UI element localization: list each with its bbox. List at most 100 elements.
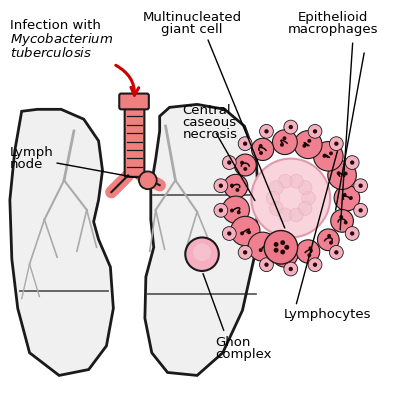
Circle shape	[327, 234, 331, 238]
Circle shape	[288, 267, 293, 271]
Circle shape	[322, 154, 326, 158]
Circle shape	[298, 202, 312, 215]
Circle shape	[289, 174, 303, 188]
Circle shape	[248, 232, 277, 261]
Circle shape	[294, 131, 322, 158]
Circle shape	[329, 137, 343, 150]
Circle shape	[237, 210, 241, 214]
Text: Multinucleated: Multinucleated	[143, 11, 242, 24]
Circle shape	[270, 181, 283, 194]
Circle shape	[252, 138, 274, 160]
Circle shape	[222, 196, 250, 223]
Circle shape	[238, 246, 252, 259]
Circle shape	[345, 227, 359, 240]
Circle shape	[343, 193, 347, 197]
Circle shape	[240, 231, 244, 235]
Circle shape	[264, 129, 269, 134]
Circle shape	[358, 208, 363, 212]
Circle shape	[227, 231, 231, 236]
Circle shape	[289, 208, 303, 222]
Circle shape	[251, 159, 330, 238]
Circle shape	[318, 229, 339, 251]
Circle shape	[296, 240, 320, 263]
Polygon shape	[10, 109, 113, 376]
Circle shape	[350, 231, 354, 236]
Circle shape	[307, 139, 311, 143]
Circle shape	[224, 174, 248, 198]
Text: Central: Central	[182, 104, 231, 117]
Circle shape	[278, 174, 292, 188]
Circle shape	[313, 129, 317, 134]
Circle shape	[354, 179, 367, 193]
Text: Infection with: Infection with	[10, 19, 101, 32]
Circle shape	[307, 253, 311, 257]
Circle shape	[284, 120, 298, 134]
Circle shape	[259, 258, 274, 272]
Circle shape	[234, 154, 256, 176]
Circle shape	[358, 184, 363, 188]
Circle shape	[227, 160, 231, 165]
Circle shape	[337, 171, 341, 175]
Text: giant cell: giant cell	[162, 22, 223, 36]
Circle shape	[238, 137, 252, 150]
Circle shape	[283, 256, 286, 260]
Circle shape	[302, 144, 306, 148]
Circle shape	[334, 250, 338, 254]
Circle shape	[308, 124, 322, 138]
Circle shape	[243, 167, 247, 171]
FancyBboxPatch shape	[119, 94, 149, 109]
Circle shape	[345, 156, 359, 170]
Circle shape	[284, 262, 298, 276]
Circle shape	[230, 184, 234, 188]
Circle shape	[240, 161, 244, 165]
Circle shape	[219, 184, 223, 188]
Circle shape	[328, 161, 356, 190]
Circle shape	[231, 216, 260, 246]
Circle shape	[329, 246, 343, 259]
Circle shape	[270, 202, 283, 215]
Text: Epithelioid: Epithelioid	[298, 11, 368, 24]
Circle shape	[308, 258, 322, 272]
Circle shape	[350, 160, 354, 165]
Circle shape	[235, 188, 239, 192]
Circle shape	[214, 204, 228, 217]
Circle shape	[334, 185, 360, 211]
Circle shape	[354, 204, 367, 217]
Text: Ghon: Ghon	[215, 336, 250, 349]
Text: necrosis: necrosis	[182, 128, 237, 141]
Circle shape	[259, 151, 263, 155]
FancyBboxPatch shape	[125, 98, 144, 177]
Circle shape	[222, 156, 236, 170]
Circle shape	[259, 144, 263, 148]
Circle shape	[298, 181, 312, 194]
Circle shape	[280, 250, 285, 254]
Circle shape	[222, 227, 236, 240]
Circle shape	[139, 172, 157, 189]
Circle shape	[243, 250, 247, 254]
Circle shape	[280, 143, 284, 147]
Circle shape	[230, 208, 234, 212]
Circle shape	[313, 262, 317, 267]
Circle shape	[278, 208, 292, 222]
Circle shape	[329, 151, 333, 155]
Circle shape	[349, 196, 353, 200]
Polygon shape	[145, 104, 258, 376]
Circle shape	[264, 262, 269, 267]
Circle shape	[193, 243, 211, 261]
Text: caseous: caseous	[182, 116, 237, 129]
Circle shape	[309, 246, 312, 250]
Text: $\it{tuberculosis}$: $\it{tuberculosis}$	[10, 46, 92, 60]
Text: complex: complex	[215, 348, 271, 361]
Text: node: node	[10, 158, 43, 171]
Circle shape	[285, 245, 289, 250]
Circle shape	[272, 241, 298, 267]
Text: macrophages: macrophages	[288, 22, 378, 36]
Circle shape	[219, 208, 223, 212]
Circle shape	[247, 230, 251, 234]
Text: Lymph: Lymph	[10, 146, 53, 159]
Circle shape	[344, 172, 348, 176]
Circle shape	[286, 250, 290, 254]
Circle shape	[259, 124, 274, 138]
Circle shape	[283, 136, 286, 140]
Circle shape	[243, 142, 247, 146]
